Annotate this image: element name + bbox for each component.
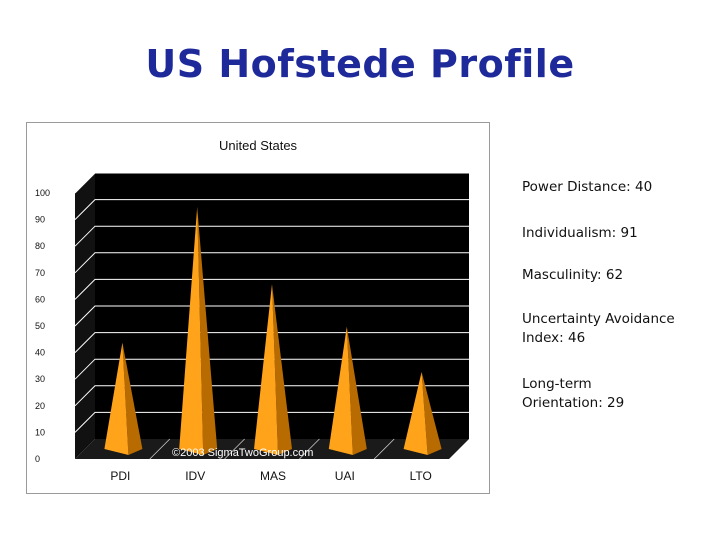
y-tick-label: 0	[35, 454, 40, 464]
bar-shade	[421, 371, 442, 455]
gridline-50	[74, 305, 469, 327]
bar-idv	[179, 206, 218, 455]
gridline-100	[74, 172, 469, 194]
metric-masculinity: Masculinity: 62	[522, 267, 624, 283]
chart-annotation: ©2003 SigmaTwoGroup.com	[172, 447, 313, 459]
bar-face	[179, 206, 204, 455]
bar-shade	[272, 284, 292, 455]
metric-uncertainty-avoidance: Uncertainty Avoidance Index: 46	[522, 311, 675, 346]
floor-divider	[149, 438, 171, 460]
bar-lto	[403, 371, 442, 455]
bar-shade	[122, 342, 143, 455]
metric-individualism: Individualism: 91	[522, 225, 638, 241]
x-tick-label-uai: UAI	[335, 469, 355, 483]
x-tick-label-mas: MAS	[260, 469, 286, 483]
gridline-40	[74, 332, 469, 353]
gridline-70	[74, 252, 469, 274]
bar-shade	[197, 206, 218, 455]
gridline-80	[74, 225, 469, 247]
bar-uai	[328, 326, 367, 455]
y-tick-label: 10	[35, 427, 45, 437]
chart-title: United States	[219, 138, 298, 153]
bar-face	[104, 342, 129, 455]
bar-face	[254, 284, 278, 455]
floor-divider	[299, 438, 320, 460]
y-tick-label: 90	[35, 215, 45, 225]
metric-long-term-orientation: Long-term Orientation: 29	[522, 376, 625, 411]
bar-face	[328, 326, 353, 455]
floor-divider	[373, 438, 395, 460]
y-tick-label: 60	[35, 294, 45, 304]
chart-frame: United States 0 10 20 30 40 50 60 70 80 90 100 PDI I…	[26, 122, 490, 494]
x-tick-label-lto: LTO	[410, 469, 432, 483]
bar-shade	[346, 326, 367, 455]
y-tick-label: 30	[35, 374, 45, 384]
y-tick-label: 20	[35, 401, 45, 411]
slide-title: US Hofstede Profile	[145, 42, 575, 86]
gridline-90	[74, 199, 469, 220]
bar-pdi	[104, 342, 143, 455]
y-tick-label: 40	[35, 348, 45, 358]
bar-face	[403, 371, 428, 455]
hofstede-chart: United States 0 10 20 30 40 50 60 70 80 90 100 PDI I…	[35, 138, 469, 483]
y-tick-label: 80	[35, 241, 45, 251]
gridline-60	[74, 278, 469, 300]
y-tick-label: 100	[35, 188, 50, 198]
x-tick-label-pdi: PDI	[110, 469, 130, 483]
floor-divider	[224, 438, 245, 460]
y-tick-label: 70	[35, 268, 45, 278]
y-tick-label: 50	[35, 321, 45, 331]
x-tick-label-idv: IDV	[185, 469, 205, 483]
metric-power-distance: Power Distance: 40	[522, 179, 653, 195]
bar-mas	[254, 284, 292, 455]
